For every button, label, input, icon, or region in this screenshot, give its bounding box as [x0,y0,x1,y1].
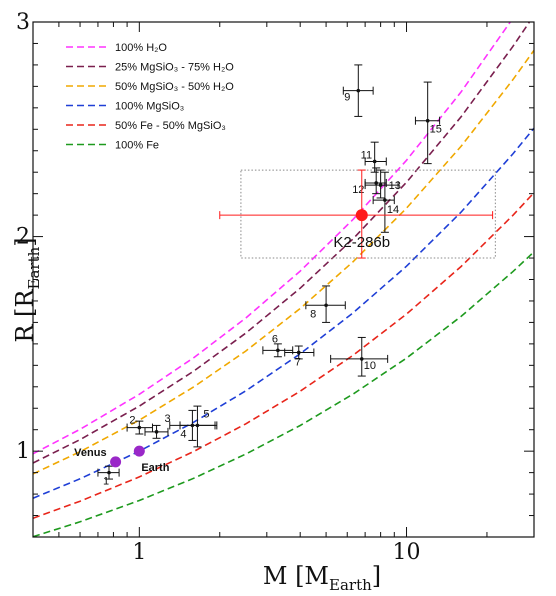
planet-label: 14 [387,204,399,216]
planet-point [356,88,361,93]
planet-3: 3 [144,413,171,439]
planet-point [324,303,328,308]
k2-286b-marker: K2-286b [219,169,494,259]
planet-venus: Venus [74,447,122,468]
planet-point [296,350,301,355]
planet-point [359,357,364,361]
legend-entry-4: 100% MgSiO₃ [115,101,184,113]
planet-15: 15 [414,81,442,165]
legend-entry-3: 50% MgSiO₃ - 50% H₂O [115,81,234,93]
planet-label: 4 [180,428,186,440]
planet-point [110,456,122,468]
x-axis-title: M [MEarth] [263,562,381,594]
legend-entry-6: 100% Fe [115,140,159,152]
x-tick-label: 1 [132,540,146,565]
planet-label: Earth [141,462,169,474]
planet-point [374,181,378,185]
legend-entry-5: 50% Fe - 50% MgSiO₃ [115,120,226,132]
model-curve-3 [33,49,534,475]
planet-label: 11 [361,149,372,161]
planet-13: 13 [364,169,401,199]
k2-286b-point [355,209,368,222]
model-curve-5 [33,192,534,520]
legend-entry-2: 25% MgSiO₃ - 75% H₂O [115,62,234,74]
model-curves [33,22,534,537]
x-tick-label: 10 [393,540,421,565]
model-curve-4 [33,127,534,499]
planet-label: 6 [272,333,278,345]
planet-label: 8 [310,308,316,320]
y-tick-label: 3 [16,10,30,35]
planet-point [107,470,111,475]
planet-label: 13 [389,180,401,192]
planet-point [133,445,145,457]
planet-point [276,348,280,353]
planet-label: 5 [203,408,209,420]
planet-point [372,159,377,164]
planet-label: Venus [74,447,106,459]
y-tick-label: 2 [16,225,30,250]
planet-point [383,198,387,202]
planet-label: 15 [430,124,442,136]
planet-label: 12 [352,184,364,196]
planet-point [425,118,430,123]
model-curve-2 [33,22,531,464]
planet-10: 10 [330,336,389,377]
planet-9: 9 [342,64,374,117]
k2-286b-uncertainty-box [240,169,496,259]
planet-8: 8 [305,285,346,323]
planet-label: 1 [103,476,109,488]
k2-286b-label: K2-286b [333,234,390,251]
legend: 100% H₂O 25% MgSiO₃ - 75% H₂O 50% MgSiO₃ -… [66,42,234,152]
y-axis-title: R [REarth] [11,237,43,342]
planet-point [154,430,159,434]
planet-label: 7 [295,356,301,368]
planet-11: 11 [361,141,387,173]
legend-entry-1: 100% H₂O [115,42,167,54]
planet-14: 14 [372,171,399,233]
planet-label: 10 [364,360,376,372]
planet-6: 6 [262,333,294,358]
uncertainty-box [240,169,496,259]
planet-label: 9 [344,92,350,104]
planet-point [137,425,142,430]
planet-label: 2 [129,415,135,427]
planet-7: 7 [284,345,315,368]
model-curve-6 [33,251,534,537]
planet-point [195,423,200,428]
y-tick-label: 1 [16,439,30,464]
planet-point [378,183,383,187]
planet-label: 3 [165,413,171,425]
planet-5: 5 [179,405,218,448]
planet-2: 2 [126,415,153,435]
planet-earth: Earth [133,445,170,474]
planet-1: 1 [97,465,120,488]
plot-frame [32,21,535,538]
model-curve-1 [33,22,512,455]
